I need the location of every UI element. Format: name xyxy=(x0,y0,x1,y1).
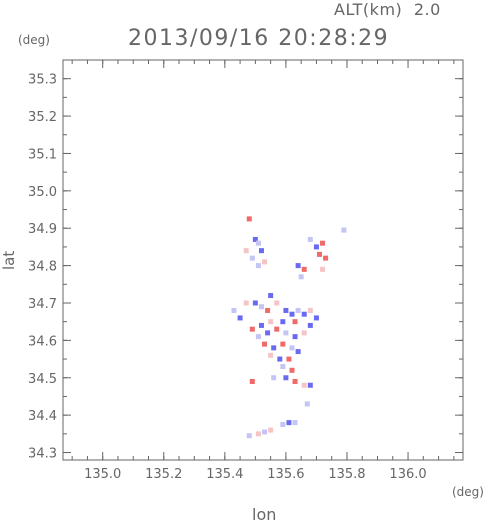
data-point xyxy=(280,341,286,347)
data-point xyxy=(246,216,252,222)
x-tick-label: 135.6 xyxy=(267,467,304,482)
data-point xyxy=(271,375,277,381)
data-point xyxy=(249,378,255,384)
data-point xyxy=(255,334,261,340)
altitude-label: ALT(km) 2.0 xyxy=(334,0,441,19)
data-point xyxy=(292,420,298,426)
data-point xyxy=(255,431,261,437)
data-point xyxy=(307,322,313,328)
data-point xyxy=(258,322,264,328)
data-point xyxy=(301,330,307,336)
data-point xyxy=(249,255,255,261)
data-point xyxy=(237,315,243,321)
y-tick-label: 35.1 xyxy=(28,147,57,162)
data-point xyxy=(307,382,313,388)
chart-title: 2013/09/16 20:28:29 xyxy=(128,26,390,51)
data-point xyxy=(262,429,268,435)
data-point xyxy=(246,433,252,439)
data-point xyxy=(249,326,255,332)
data-point xyxy=(252,300,258,306)
data-point xyxy=(255,263,261,269)
data-point xyxy=(280,364,286,370)
data-points xyxy=(231,216,347,439)
y-tick-label: 34.8 xyxy=(28,260,57,275)
data-point xyxy=(243,248,249,254)
data-point xyxy=(292,378,298,384)
y-tick-label: 34.3 xyxy=(28,447,57,462)
y-tick-label: 34.4 xyxy=(28,409,57,424)
x-tick-label: 136.0 xyxy=(389,467,426,482)
altitude-label-text: ALT(km) xyxy=(334,0,403,19)
y-tick-label: 35.3 xyxy=(28,73,57,88)
x-tick-label: 135.4 xyxy=(206,467,243,482)
y-tick-label: 34.5 xyxy=(28,372,57,387)
data-point xyxy=(289,311,295,317)
data-point xyxy=(295,263,301,269)
plot-frame xyxy=(62,59,464,461)
data-point xyxy=(271,345,277,351)
data-point xyxy=(280,421,286,427)
altitude-value: 2.0 xyxy=(413,0,441,19)
data-point xyxy=(320,266,326,272)
data-point xyxy=(301,311,307,317)
axis-ticks: 135.0 135.2 135.4 135.6 135.8 136.0 34.3 34.4 34… xyxy=(28,60,463,482)
data-point xyxy=(301,266,307,272)
data-point xyxy=(307,307,313,313)
data-point xyxy=(295,349,301,355)
data-point xyxy=(231,307,237,313)
data-point xyxy=(320,240,326,246)
data-point xyxy=(258,248,264,254)
y-tick-label: 35.2 xyxy=(28,110,57,125)
data-point xyxy=(292,334,298,340)
data-point xyxy=(274,300,280,306)
data-point xyxy=(258,304,264,310)
data-point xyxy=(262,259,268,265)
data-point xyxy=(295,307,301,313)
data-point xyxy=(286,420,292,426)
data-point xyxy=(274,326,280,332)
data-point xyxy=(268,427,274,433)
data-point xyxy=(289,345,295,351)
data-point xyxy=(252,236,258,242)
data-point xyxy=(268,293,274,299)
x-tick-label: 135.0 xyxy=(84,467,121,482)
data-point xyxy=(292,319,298,325)
data-point xyxy=(283,375,289,381)
data-point xyxy=(255,240,261,246)
data-point xyxy=(307,236,313,242)
data-point xyxy=(262,341,268,347)
data-point xyxy=(298,274,304,280)
data-point xyxy=(313,244,319,250)
data-point xyxy=(313,315,319,321)
data-point xyxy=(341,227,347,233)
x-axis-label: lon xyxy=(252,505,277,524)
data-point xyxy=(316,251,322,257)
y-tick-label: 35.0 xyxy=(28,185,57,200)
data-point xyxy=(268,352,274,358)
data-point xyxy=(268,319,274,325)
y-tick-label: 34.7 xyxy=(28,297,57,312)
x-axis-unit: (deg) xyxy=(452,485,484,499)
data-point xyxy=(283,330,289,336)
data-point xyxy=(286,356,292,362)
x-tick-label: 135.2 xyxy=(145,467,182,482)
data-point xyxy=(265,330,271,336)
data-point xyxy=(301,382,307,388)
data-point xyxy=(283,307,289,313)
data-point xyxy=(243,300,249,306)
y-axis-unit: (deg) xyxy=(18,33,50,47)
data-point xyxy=(323,255,329,261)
data-point xyxy=(277,356,283,362)
y-tick-label: 34.9 xyxy=(28,222,57,237)
data-point xyxy=(265,307,271,313)
y-tick-label: 34.6 xyxy=(28,334,57,349)
data-point xyxy=(304,401,310,407)
data-point xyxy=(280,319,286,325)
data-point xyxy=(289,367,295,373)
x-tick-label: 135.8 xyxy=(328,467,365,482)
